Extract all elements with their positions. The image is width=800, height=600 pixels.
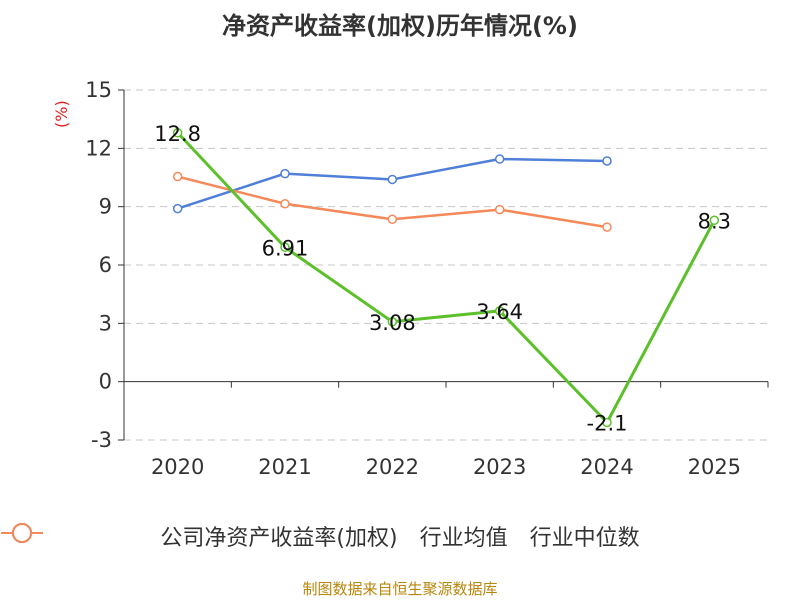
data-label: 6.91 xyxy=(262,236,309,260)
legend-label-industry-median: 行业中位数 xyxy=(529,526,640,551)
legend-label-industry-mean: 行业均值 xyxy=(419,526,508,551)
legend-line-marker-icon xyxy=(1,523,43,543)
data-point xyxy=(387,214,398,225)
legend: 公司净资产收益率(加权) 行业均值 行业中位数 xyxy=(0,520,800,552)
legend-item-industry-median[interactable]: 行业中位数 xyxy=(1,520,640,552)
data-point xyxy=(602,417,612,428)
y-tick-label: 0 xyxy=(99,370,112,394)
data-point xyxy=(280,199,290,209)
y-tick-label: 3 xyxy=(99,311,112,335)
data-point xyxy=(602,222,612,232)
data-point xyxy=(494,154,505,164)
data-label: 3.08 xyxy=(369,311,416,335)
data-point xyxy=(494,204,505,215)
x-tick-label: 2024 xyxy=(580,455,633,479)
x-tick-label: 2023 xyxy=(473,455,526,479)
data-point xyxy=(172,203,183,214)
legend-item-company[interactable]: 公司净资产收益率(加权) xyxy=(1,520,398,552)
source-footer: 制图数据来自恒生聚源数据库 xyxy=(302,580,498,598)
y-tick-label: 12 xyxy=(85,136,112,160)
y-tick-label: -3 xyxy=(91,428,112,452)
data-point xyxy=(172,171,183,182)
legend-item-industry-mean[interactable]: 行业均值 xyxy=(1,520,508,552)
data-point xyxy=(494,306,505,316)
data-point xyxy=(602,156,612,166)
data-point xyxy=(280,168,290,179)
data-label: 12.8 xyxy=(154,122,201,146)
data-point xyxy=(709,215,720,226)
chart-title: 净资产收益率(加权)历年情况(%) xyxy=(222,12,578,40)
y-tick-label: 15 xyxy=(85,78,112,102)
data-point xyxy=(387,317,398,327)
y-tick-label: 9 xyxy=(99,195,112,219)
series-line xyxy=(176,131,716,424)
x-tick-label: 2020 xyxy=(151,455,204,479)
data-label: -2.1 xyxy=(587,412,628,436)
data-label: 3.64 xyxy=(476,300,523,324)
data-point xyxy=(387,174,398,185)
data-label: 8.3 xyxy=(698,209,731,233)
x-tick-label: 2022 xyxy=(366,455,419,479)
x-tick-label: 2021 xyxy=(258,455,311,479)
data-point xyxy=(280,242,290,253)
x-tick-label: 2025 xyxy=(688,455,741,479)
legend-label-company: 公司净资产收益率(加权) xyxy=(160,526,398,551)
y-tick-label: 6 xyxy=(99,253,112,277)
data-point xyxy=(172,128,183,138)
